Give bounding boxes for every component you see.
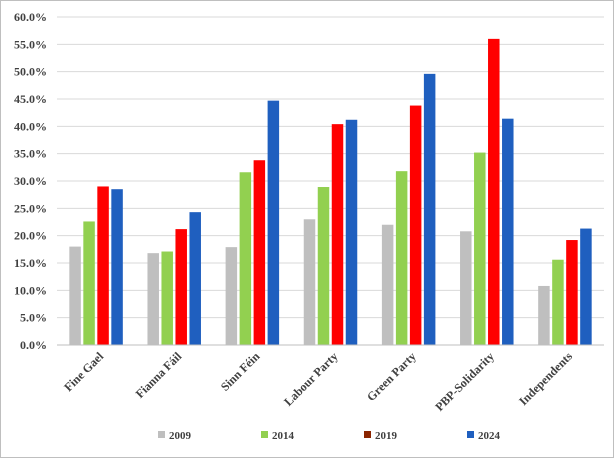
bar-2014-6	[552, 259, 564, 345]
bar-2019-5	[488, 38, 500, 345]
x-category-label: Green Party	[364, 349, 419, 404]
bar-2014-1	[161, 251, 173, 345]
y-tick-label: 15.0%	[14, 256, 47, 270]
y-tick-label: 60.0%	[14, 10, 47, 24]
bar-2024-6	[580, 228, 592, 345]
y-tick-label: 25.0%	[14, 201, 47, 215]
bars	[69, 38, 592, 346]
bar-2014-2	[239, 172, 252, 345]
bar-2009-3	[303, 219, 316, 345]
legend-label: 2014	[272, 430, 295, 442]
bar-2024-4	[423, 73, 436, 345]
bar-2014-0	[83, 221, 95, 345]
y-tick-label: 45.0%	[14, 92, 47, 106]
y-tick-label: 20.0%	[14, 229, 47, 243]
x-axis-categories: Fine Gael Fianna Fáil Sinn Féin Labour Part…	[61, 349, 575, 414]
bar-2024-5	[502, 118, 514, 346]
legend-swatch	[158, 431, 165, 438]
bar-2009-1	[147, 253, 159, 345]
y-tick-label: 40.0%	[14, 119, 47, 133]
y-tick-label: 50.0%	[14, 65, 47, 79]
y-tick-label: 55.0%	[14, 37, 47, 51]
y-tick-label: 0.0%	[20, 338, 47, 352]
x-category-label: Fianna Fáil	[133, 349, 185, 401]
x-category-label: PBP-Solidarity	[432, 349, 497, 414]
bar-2009-2	[225, 247, 238, 345]
bar-2009-6	[538, 285, 550, 345]
bar-2009-0	[69, 246, 81, 345]
gridlines	[57, 16, 604, 319]
bar-2014-4	[395, 171, 408, 345]
bar-2024-1	[189, 212, 201, 345]
y-tick-label: 5.0%	[20, 311, 47, 325]
legend-label: 2019	[375, 430, 398, 442]
bar-2009-5	[460, 231, 472, 345]
bar-2019-0	[97, 186, 109, 345]
x-category-label: Labour Party	[281, 349, 340, 408]
y-tick-label: 35.0%	[14, 147, 47, 161]
bar-2024-3	[345, 119, 358, 345]
bar-2019-2	[253, 160, 266, 345]
legend-swatch	[261, 431, 268, 438]
x-category-label: Fine Gael	[61, 349, 106, 394]
x-category-label: Sinn Féin	[218, 349, 263, 394]
legend: 2009 2014 2019 2024	[158, 430, 501, 442]
bar-2019-6	[566, 240, 578, 345]
legend-label: 2009	[169, 430, 192, 442]
legend-swatch	[467, 431, 474, 438]
bar-2019-4	[409, 105, 422, 345]
bar-2024-0	[111, 189, 123, 345]
bar-2014-5	[474, 152, 486, 345]
y-tick-label: 30.0%	[14, 174, 47, 188]
bar-2019-1	[175, 229, 187, 345]
legend-label: 2024	[478, 430, 501, 442]
bar-2019-3	[331, 124, 344, 345]
y-axis-ticks: 0.0% 5.0% 10.0% 15.0% 20.0% 25.0% 30.0% 35.0% 40…	[14, 10, 47, 352]
bar-2024-2	[267, 100, 280, 345]
bar-2014-3	[317, 187, 330, 345]
y-tick-label: 10.0%	[14, 283, 47, 297]
bar-2009-4	[381, 224, 394, 345]
x-category-label: Independents	[516, 349, 575, 408]
legend-swatch	[364, 431, 371, 438]
